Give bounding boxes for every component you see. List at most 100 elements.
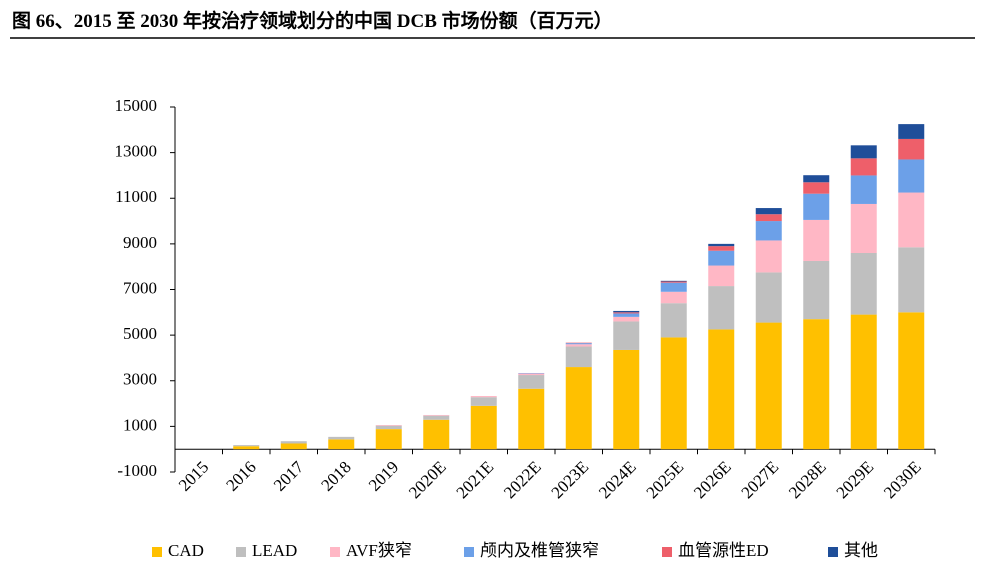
bar-segment — [518, 375, 545, 389]
y-tick-label: 7000 — [123, 278, 157, 297]
legend-swatch — [828, 547, 838, 557]
bar-segment — [803, 319, 830, 450]
bar-segment — [565, 346, 592, 368]
y-tick-label: 1000 — [123, 415, 157, 434]
y-tick-label: 11000 — [115, 187, 157, 206]
x-tick-label: 2026E — [690, 457, 735, 502]
x-tick-label: 2025E — [643, 457, 688, 502]
bar-segment — [233, 446, 260, 450]
bar-segment — [423, 414, 450, 416]
bar-segment — [755, 214, 782, 222]
bar-segment — [850, 175, 877, 204]
x-tick-label: 2022E — [500, 457, 545, 502]
bar-segment — [613, 349, 640, 450]
bar-segment — [613, 313, 640, 317]
x-tick-label: 2017 — [270, 457, 308, 495]
x-tick-label: 2020E — [405, 457, 450, 502]
y-tick-label: 15000 — [115, 96, 158, 115]
bar-segment — [328, 439, 355, 450]
bar-segment — [613, 316, 640, 322]
legend-label: AVF狭窄 — [346, 541, 412, 560]
bar-segment — [518, 388, 545, 450]
bar-segment — [660, 337, 687, 450]
legend-swatch — [152, 547, 162, 557]
bar-segment — [233, 445, 260, 447]
bar-segment — [660, 303, 687, 338]
legend-swatch — [330, 547, 340, 557]
x-tick-label: 2028E — [785, 457, 830, 502]
bar-segment — [708, 329, 735, 450]
legend-label: CAD — [168, 541, 204, 560]
bar-segment — [565, 367, 592, 450]
bar-segment — [328, 436, 355, 440]
bar-segment — [708, 243, 735, 247]
bar-segment — [660, 280, 687, 282]
x-tick-label: 2019 — [365, 457, 402, 494]
bar-segment — [898, 192, 925, 248]
bar-segment — [898, 247, 925, 313]
x-tick-label: 2023E — [548, 457, 593, 502]
bar-segment — [375, 425, 402, 426]
legend-swatch — [236, 547, 246, 557]
bar-segment — [708, 265, 735, 287]
bar-segment — [803, 175, 830, 183]
legend-label: 其他 — [844, 541, 878, 560]
x-tick-label: 2024E — [595, 457, 640, 502]
bar-segment — [755, 322, 782, 450]
bar-segment — [850, 253, 877, 315]
bar-segment — [803, 260, 830, 320]
bar-segment — [565, 343, 592, 345]
bar-segment — [755, 240, 782, 273]
bar-segment — [898, 159, 925, 193]
bar-segment — [660, 291, 687, 304]
bar-segment — [850, 145, 877, 159]
bar-segment — [375, 425, 402, 430]
bar-segment — [660, 281, 687, 283]
bar-segment — [280, 443, 307, 450]
x-tick-label: 2018 — [317, 457, 354, 494]
legend-label: LEAD — [252, 541, 297, 560]
legend-swatch — [662, 547, 672, 557]
y-tick-label: 13000 — [115, 142, 158, 161]
bar-segment — [850, 158, 877, 176]
bar-segment — [375, 429, 402, 450]
legend-swatch — [464, 547, 474, 557]
bar-segment — [470, 405, 497, 450]
bar-segment — [470, 396, 497, 398]
bar-segment — [613, 312, 640, 314]
bar-segment — [850, 203, 877, 253]
bar-segment — [898, 312, 925, 450]
x-tick-label: 2030E — [880, 457, 925, 502]
x-tick-label: 2016 — [222, 457, 259, 494]
bar-segment — [613, 321, 640, 350]
y-tick-label: 9000 — [123, 233, 157, 252]
bar-segment — [708, 246, 735, 251]
bar-segment — [708, 250, 735, 266]
bar-segment — [613, 310, 640, 313]
x-tick-label: 2029E — [833, 457, 878, 502]
legend-label: 颅内及椎管狭窄 — [480, 541, 599, 560]
bar-segment — [565, 344, 592, 347]
x-tick-label: 2027E — [738, 457, 783, 502]
bar-segment — [423, 415, 450, 420]
bar-segment — [803, 182, 830, 194]
y-tick-label: 3000 — [123, 370, 157, 389]
bar-segment — [755, 208, 782, 215]
bar-segment — [280, 441, 307, 444]
x-tick-label: 2015 — [175, 457, 212, 494]
bar-segment — [850, 314, 877, 450]
legend-label: 血管源性ED — [678, 541, 769, 560]
y-tick-label: 5000 — [123, 324, 157, 343]
bar-segment — [423, 419, 450, 450]
bar-segment — [660, 282, 687, 292]
x-tick-label: 2021E — [453, 457, 498, 502]
bar-segment — [755, 272, 782, 323]
bar-segment — [518, 373, 545, 376]
bar-segment — [803, 193, 830, 220]
y-tick-label: -1000 — [117, 461, 157, 480]
bar-segment — [898, 138, 925, 160]
chart-title: 图 66、2015 至 2030 年按治疗领域划分的中国 DCB 市场份额（百万… — [12, 9, 613, 32]
bar-segment — [755, 221, 782, 241]
bar-segment — [898, 124, 925, 139]
